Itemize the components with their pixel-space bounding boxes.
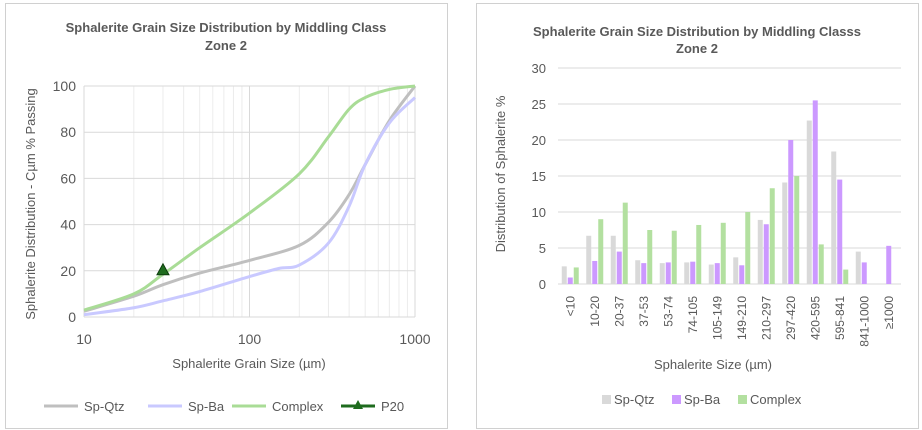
series-line-sp-ba (83, 96, 417, 317)
x-tick-label: 297-420 (784, 296, 798, 340)
bar-sp-qtz (586, 235, 592, 284)
bar-complex (671, 230, 677, 284)
chart-title: Sphalerite Grain Size Distribution by Mi… (533, 24, 861, 39)
legend-triangle-icon (353, 400, 363, 409)
x-tick-label: 210-297 (759, 296, 773, 340)
legend-label: Complex (750, 392, 802, 407)
bar-sp-ba (641, 263, 647, 284)
bar-complex (573, 267, 579, 284)
bar-sp-qtz (782, 182, 788, 284)
x-tick-label: 105-149 (710, 296, 724, 340)
legend-swatch (738, 395, 747, 404)
bar-complex (720, 222, 726, 284)
bar-sp-qtz (733, 257, 739, 284)
bar-sp-ba (739, 265, 745, 284)
legend-label: Sp-Ba (684, 392, 721, 407)
bar-sp-qtz (561, 266, 567, 284)
y-tick-label: 30 (532, 61, 546, 76)
y-tick-label: 100 (53, 78, 77, 94)
bar-complex (769, 188, 775, 284)
bar-sp-ba (763, 224, 769, 284)
y-tick-label: 15 (532, 169, 546, 184)
y-tick-label: 5 (539, 241, 546, 256)
bar-sp-ba (861, 262, 867, 284)
bar-sp-ba (714, 263, 720, 284)
bar-complex (745, 212, 751, 284)
x-axis-label: Sphalerite Size (µm) (654, 357, 772, 372)
chart-title: Zone 2 (205, 38, 247, 53)
x-tick-label: 53-74 (661, 296, 675, 327)
y-tick-label: 0 (539, 277, 546, 292)
legend-label: P20 (381, 399, 404, 414)
bar-complex (647, 230, 653, 284)
y-tick-label: 80 (60, 124, 76, 140)
y-tick-label: 10 (532, 205, 546, 220)
chart-title: Zone 2 (676, 41, 718, 56)
x-axis-label: Sphalerite Grain Size (µm) (172, 356, 325, 371)
x-tick-label: ≥1000 (882, 296, 896, 330)
line-chart-panel: Sphalerite Grain Size Distribution by Mi… (5, 3, 448, 429)
y-tick-label: 0 (68, 309, 76, 325)
x-tick-label: 420-595 (808, 296, 822, 340)
bar-sp-ba (567, 277, 573, 284)
bar-complex (696, 224, 702, 284)
bar-sp-qtz (855, 251, 861, 284)
bar-sp-ba (788, 140, 794, 284)
bar-sp-qtz (757, 219, 763, 284)
x-tick-label: 10-20 (588, 296, 602, 327)
bar-sp-ba (812, 100, 818, 285)
x-tick-label: 149-210 (735, 296, 749, 340)
bar-complex (622, 202, 628, 284)
x-tick-label: 841-1000 (857, 296, 871, 347)
legend-swatch (672, 395, 681, 404)
legend-label: Sp-Qtz (614, 392, 654, 407)
bar-sp-qtz (806, 120, 812, 284)
series-line-complex (83, 84, 416, 312)
legend-swatch (602, 395, 611, 404)
y-tick-label: 25 (532, 97, 546, 112)
p20-marker (156, 262, 170, 276)
bar-complex (843, 269, 849, 284)
line-chart: Sphalerite Grain Size Distribution by Mi… (23, 20, 431, 414)
x-tick-label: <10 (563, 296, 577, 317)
bar-sp-qtz (684, 262, 690, 284)
x-tick-label: 1000 (399, 331, 430, 347)
bar-sp-qtz (610, 235, 616, 284)
x-tick-label: 100 (238, 331, 262, 347)
x-tick-label: 37-53 (637, 296, 651, 327)
bar-sp-qtz (635, 260, 641, 284)
y-tick-label: 20 (532, 133, 546, 148)
bar-sp-ba (616, 251, 622, 284)
bar-chart: Sphalerite Grain Size Distribution by Mi… (493, 24, 901, 407)
y-tick-label: 40 (60, 217, 76, 233)
y-axis-label: Distribution of Sphalerite % (493, 95, 508, 252)
x-tick-label: 10 (76, 331, 92, 347)
chart-title: Sphalerite Grain Size Distribution by Mi… (66, 20, 387, 35)
y-tick-label: 60 (60, 170, 76, 186)
bar-sp-ba (690, 261, 696, 284)
bar-sp-qtz (831, 151, 837, 284)
y-tick-label: 20 (60, 263, 76, 279)
bar-sp-ba (837, 179, 843, 284)
x-tick-label: 595-841 (833, 296, 847, 340)
bar-chart-panel: Sphalerite Grain Size Distribution by Mi… (476, 3, 919, 429)
legend-label: Sp-Qtz (84, 399, 124, 414)
bar-complex (794, 176, 800, 284)
bar-sp-ba (886, 245, 892, 284)
y-axis-label: Sphalerite Distribution - Cµm % Passing (23, 88, 38, 319)
bar-complex (818, 244, 824, 284)
bar-sp-qtz (659, 263, 665, 284)
bar-sp-qtz (708, 264, 714, 284)
bar-sp-ba (665, 262, 671, 284)
x-tick-label: 20-37 (612, 296, 626, 327)
bar-complex (598, 219, 604, 284)
bar-sp-ba (592, 260, 598, 284)
legend-label: Complex (272, 399, 324, 414)
legend-label: Sp-Ba (188, 399, 225, 414)
x-tick-label: 74-105 (686, 296, 700, 334)
